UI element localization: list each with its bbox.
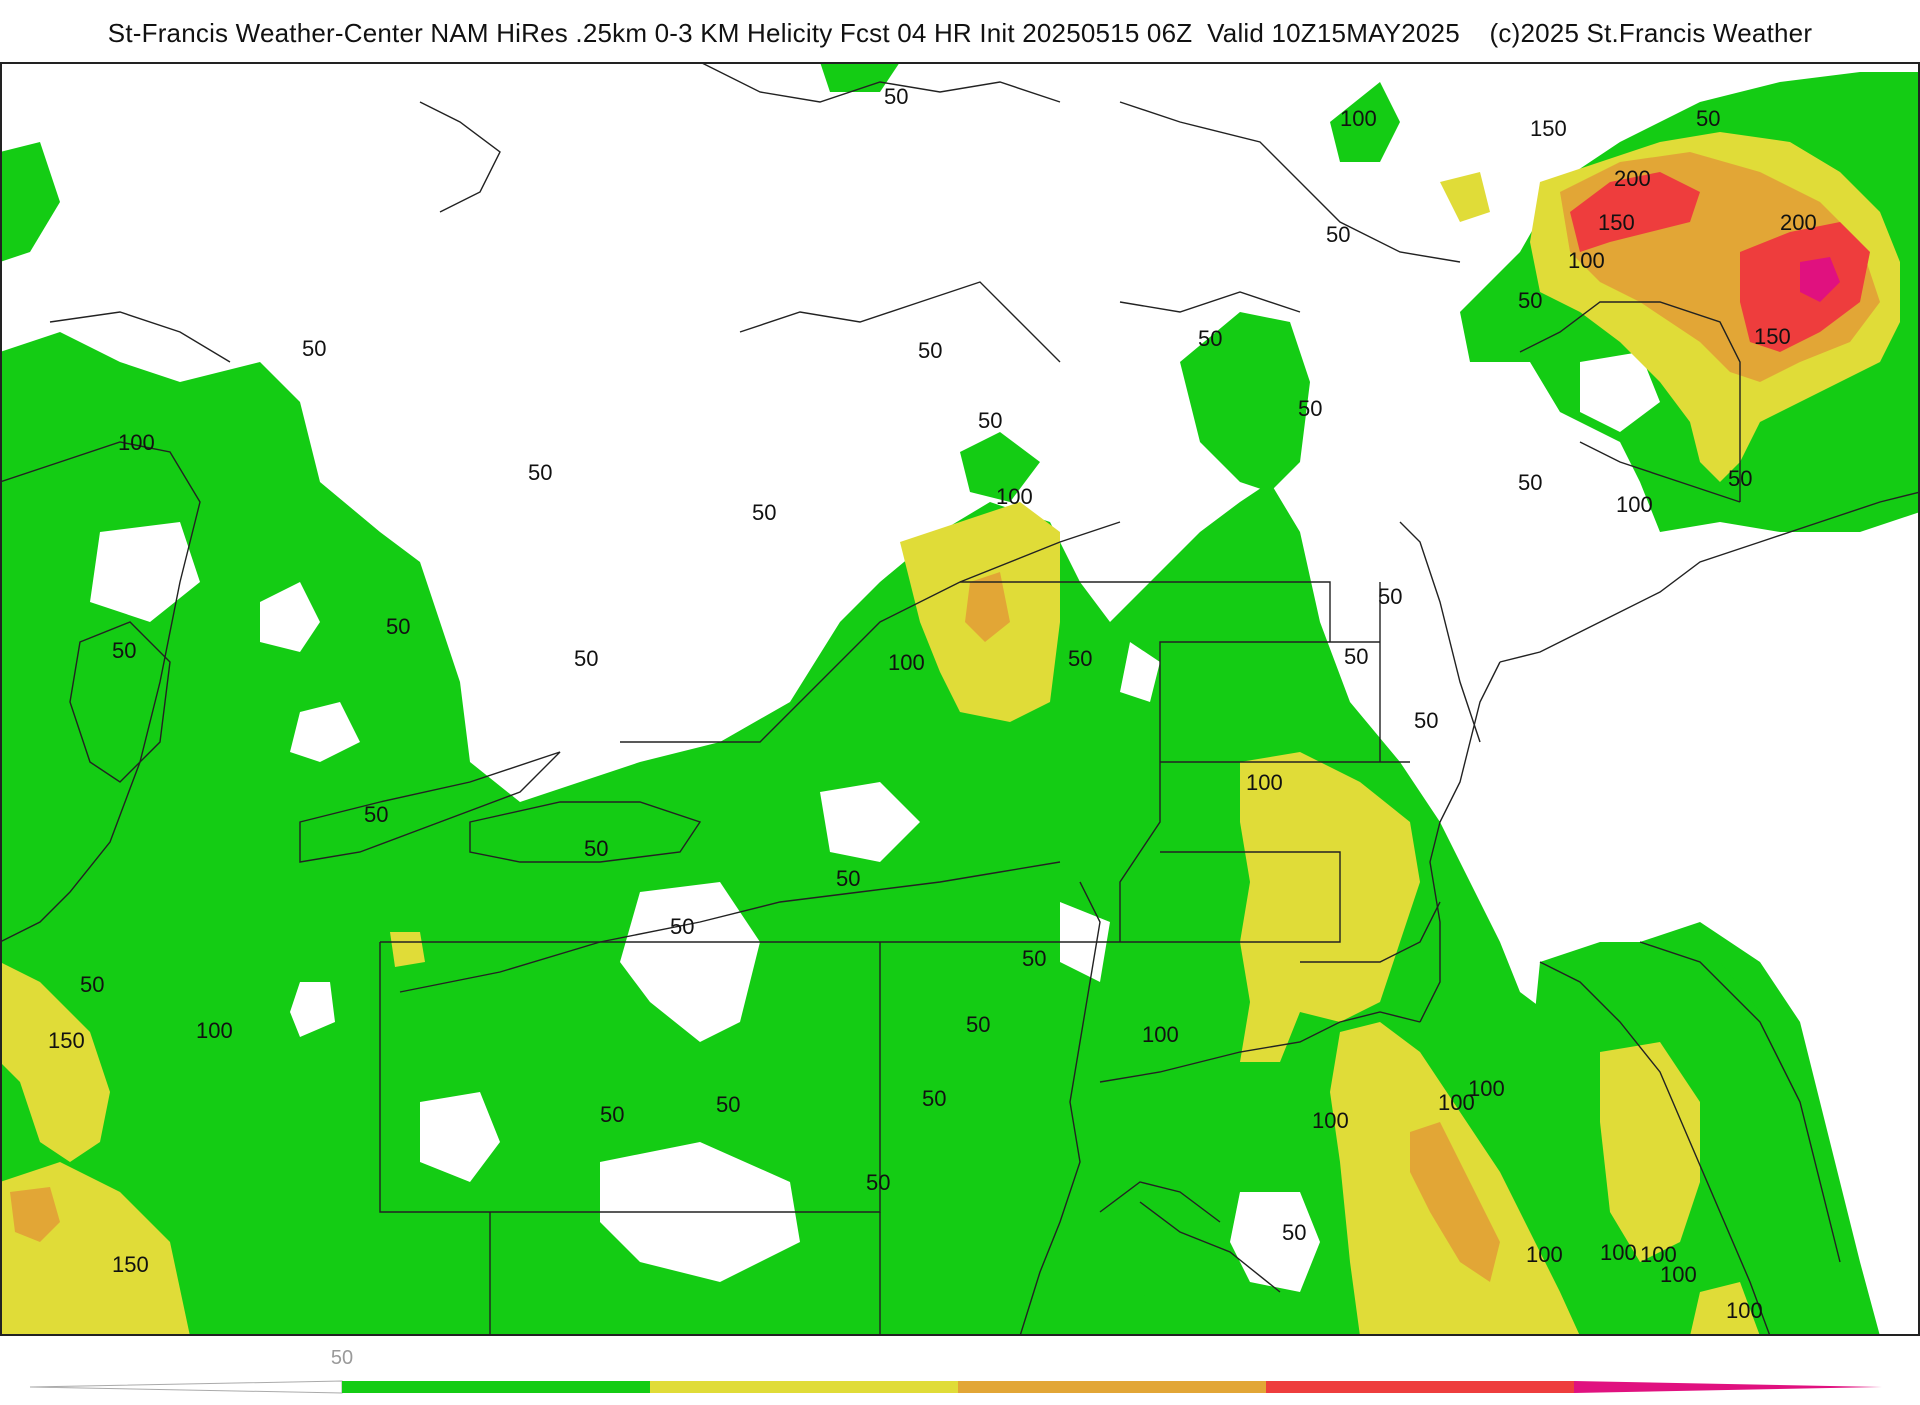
colorbar-segments — [342, 1381, 1882, 1393]
contour-label: 100 — [1526, 1242, 1563, 1267]
contour-label: 100 — [118, 430, 155, 455]
contour-label: 100 — [196, 1018, 233, 1043]
contour-label: 150 — [112, 1252, 149, 1277]
contour-label: 50 — [1518, 470, 1542, 495]
boundaries — [0, 62, 1920, 1336]
colorbar-segment — [650, 1381, 958, 1393]
contour-label: 100 — [1660, 1262, 1697, 1287]
map-title: St-Francis Weather-Center NAM HiRes .25k… — [107, 18, 1813, 48]
contour-label: 100 — [1142, 1022, 1179, 1047]
contour-label: 50 — [1198, 326, 1222, 351]
colorbar-segment — [958, 1381, 1266, 1393]
contour-label: 100 — [888, 650, 925, 675]
contour-label: 100 — [1568, 248, 1605, 273]
contour-label: 100 — [996, 484, 1033, 509]
colorbar-segment — [1266, 1381, 1574, 1393]
contour-label: 50 — [670, 914, 694, 939]
contour-label: 50 — [1518, 288, 1542, 313]
colorbar-segment — [342, 1381, 650, 1393]
contour-label: 50 — [1344, 644, 1368, 669]
contour-label: 150 — [48, 1028, 85, 1053]
contour-label: 100 — [1640, 1242, 1677, 1267]
colorbar-tick-label: 50 — [331, 1347, 353, 1369]
contour-label: 50 — [1414, 708, 1438, 733]
contour-label: 150 — [1598, 210, 1635, 235]
contour-label: 100 — [1468, 1076, 1505, 1101]
contour-label: 50 — [1298, 396, 1322, 421]
contour-label: 100 — [1616, 492, 1653, 517]
contour-label: 50 — [966, 1012, 990, 1037]
contour-label: 50 — [112, 638, 136, 663]
contour-label: 100 — [1438, 1090, 1475, 1115]
contour-label: 50 — [922, 1086, 946, 1111]
contour-label: 50 — [884, 84, 908, 109]
map-border — [0, 62, 1920, 1336]
contour-label: 200 — [1780, 210, 1817, 235]
contour-label: 50 — [574, 646, 598, 671]
contour-label: 100 — [1726, 1298, 1763, 1323]
contour-label: 200 — [1614, 166, 1651, 191]
contour-label: 50 — [386, 614, 410, 639]
contour-label: 50 — [364, 802, 388, 827]
contour-label: 50 — [866, 1170, 890, 1195]
contour-label: 50 — [752, 500, 776, 525]
contour-label: 50 — [1326, 222, 1350, 247]
contour-label: 150 — [1530, 116, 1567, 141]
contour-label: 50 — [716, 1092, 740, 1117]
contour-label: 50 — [1728, 466, 1752, 491]
contour-label: 150 — [1754, 324, 1791, 349]
contour-label: 50 — [584, 836, 608, 861]
contour-label: 100 — [1312, 1108, 1349, 1133]
contour-label: 100 — [1600, 1240, 1637, 1265]
colorbar-segment — [1574, 1381, 1882, 1393]
contour-label: 50 — [528, 460, 552, 485]
contour-label: 100 — [1340, 106, 1377, 131]
contour-label: 50 — [302, 336, 326, 361]
contour-label: 50 — [918, 338, 942, 363]
contour-label: 50 — [80, 972, 104, 997]
colorbar-low-taper — [29, 1380, 343, 1394]
helicity-map: 50 100 150 50 150 200 150 200 100 50 50 … — [0, 62, 1920, 1336]
contour-label: 50 — [1282, 1220, 1306, 1245]
contour-label: 50 — [1068, 646, 1092, 671]
contour-label: 50 — [978, 408, 1002, 433]
contour-labels: 50 100 150 50 150 200 150 200 100 50 50 … — [48, 84, 1817, 1323]
colorbar: 50 — [0, 1340, 1920, 1400]
contour-label: 50 — [1378, 584, 1402, 609]
contour-label: 50 — [600, 1102, 624, 1127]
contour-label: 50 — [1696, 106, 1720, 131]
contour-label: 50 — [836, 866, 860, 891]
contour-label: 50 — [1022, 946, 1046, 971]
helicity-below-50-gaps — [90, 352, 1660, 1292]
helicity-250-fill — [1800, 257, 1840, 302]
contour-label: 100 — [1246, 770, 1283, 795]
